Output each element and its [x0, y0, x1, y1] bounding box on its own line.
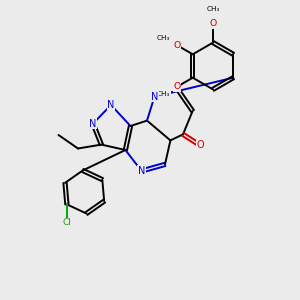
Text: N: N — [151, 92, 158, 102]
Text: CH₃: CH₃ — [157, 34, 170, 40]
Text: N: N — [138, 166, 145, 176]
Text: O: O — [196, 140, 204, 151]
Text: O: O — [209, 20, 217, 28]
Text: Cl: Cl — [62, 218, 71, 227]
Text: CH₃: CH₃ — [206, 6, 220, 12]
Text: O: O — [173, 40, 180, 50]
Text: CH₃: CH₃ — [157, 92, 170, 98]
Text: O: O — [173, 82, 180, 91]
Text: N: N — [89, 118, 97, 129]
Text: N: N — [107, 100, 115, 110]
